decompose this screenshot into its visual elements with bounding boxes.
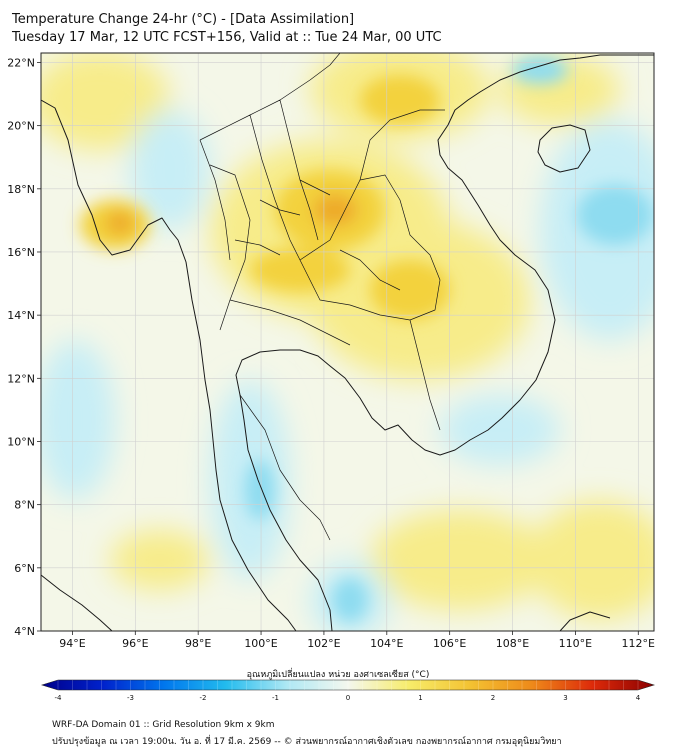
lon-tick-label: 106°E: [433, 637, 466, 650]
longitude-labels: 94°E 96°E 98°E 100°E 102°E 104°E 106°E 108°E 110…: [59, 631, 655, 650]
lat-lon-grid: [41, 53, 654, 631]
cool-anomaly-area: [332, 578, 368, 622]
latitude-labels: 22°N 20°N 18°N 16°N 14°N 12°N 10°N 8°N 6°N 4°N: [7, 56, 41, 638]
lon-tick-label: 94°E: [59, 637, 85, 650]
coastline-hainan: [537, 124, 591, 173]
colorbar-tick-label: 0: [346, 694, 350, 702]
lon-tick-label: 96°E: [122, 637, 148, 650]
lon-tick-label: 98°E: [185, 637, 211, 650]
warm-anomaly-area: [360, 75, 440, 125]
colorbar-tick-label: 4: [636, 694, 641, 702]
cool-anomaly-area: [577, 185, 653, 245]
map-frame: [40, 52, 655, 632]
cool-anomaly-area: [41, 340, 115, 500]
lat-tick-label: 8°N: [14, 499, 35, 512]
cool-anomaly-area: [440, 395, 560, 465]
colorbar-tick-label: -4: [55, 694, 63, 702]
lon-tick-label: 108°E: [496, 637, 529, 650]
warm-anomaly-area: [106, 211, 134, 235]
map-title: Temperature Change 24-hr (°C) - [Data As…: [12, 12, 355, 27]
warm-anomaly-area: [370, 260, 450, 320]
lat-tick-label: 22°N: [7, 56, 35, 69]
lon-tick-label: 112°E: [622, 637, 655, 650]
temperature-field: [41, 53, 654, 631]
footer-credit: ปรับปรุงข้อมูล ณ เวลา 19:00น. วัน อ. ที่…: [52, 737, 562, 747]
cool-anomaly-area: [512, 56, 568, 84]
lat-tick-label: 14°N: [7, 309, 35, 322]
colorbar-tick-label: 2: [491, 694, 495, 702]
map-subtitle: Tuesday 17 Mar, 12 UTC FCST+156, Valid a…: [12, 30, 442, 45]
borders-inland: [199, 53, 445, 541]
colorbar-label: อุณหภูมิเปลี่ยนแปลง หน่วย องศาเซลเซียส (…: [246, 670, 430, 680]
colorbar: -4 -3 -2 -1 0 1 2 3 4: [40, 679, 656, 702]
colorbar-bar: [40, 679, 656, 691]
coastlines-and-borders: [41, 53, 654, 631]
lat-tick-label: 6°N: [14, 562, 35, 575]
lat-tick-label: 10°N: [7, 435, 35, 448]
cool-anomaly-area: [130, 110, 210, 230]
footer-domain-info: WRF-DA Domain 01 :: Grid Resolution 9km …: [52, 720, 275, 730]
lat-tick-label: 12°N: [7, 372, 35, 385]
lon-tick-label: 100°E: [244, 637, 277, 650]
lon-tick-label: 102°E: [307, 637, 340, 650]
warm-anomaly-area: [110, 530, 210, 590]
lat-tick-label: 4°N: [14, 625, 35, 638]
warm-anomaly-area: [370, 510, 550, 610]
coastline-sumatra: [41, 574, 113, 631]
coastline-mainland: [41, 54, 654, 631]
lat-tick-label: 18°N: [7, 183, 35, 196]
lon-tick-label: 110°E: [559, 637, 592, 650]
colorbar-divisions: [57, 680, 639, 690]
colorbar-tick-label: -1: [272, 694, 279, 702]
colorbar-tick-label: 1: [418, 694, 422, 702]
warm-anomaly-area: [250, 248, 350, 292]
field-blobs-core: [80, 56, 653, 622]
lon-tick-label: 104°E: [370, 637, 403, 650]
colorbar-tick-label: 3: [563, 694, 567, 702]
colorbar-ticks: -4 -3 -2 -1 0 1 2 3 4: [55, 694, 641, 702]
lat-tick-label: 20°N: [7, 120, 35, 133]
colorbar-tick-label: -3: [127, 694, 134, 702]
coastline-borneo: [559, 611, 611, 631]
colorbar-tick-label: -2: [200, 694, 207, 702]
lat-tick-label: 16°N: [7, 246, 35, 259]
warm-anomaly-area: [530, 500, 654, 620]
